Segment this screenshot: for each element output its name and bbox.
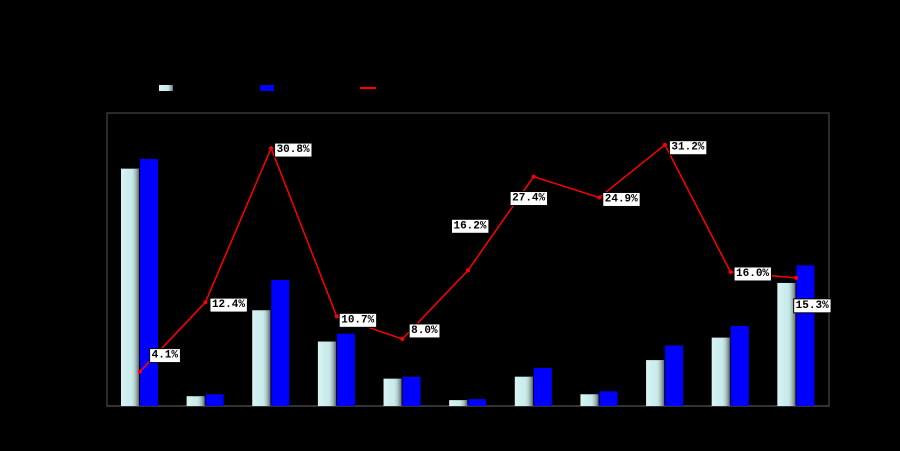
bar — [402, 376, 421, 406]
legend-swatch-shade — [159, 85, 173, 91]
data-label-box — [408, 323, 441, 339]
data-label: 24.9% — [605, 193, 638, 205]
data-label-box — [793, 298, 832, 314]
data-label-box — [668, 140, 708, 156]
data-label: 10.7% — [341, 314, 374, 326]
line-point — [203, 300, 208, 305]
bar — [665, 345, 684, 406]
bar-shade — [777, 282, 796, 406]
bar — [599, 391, 618, 406]
bar-shade — [317, 341, 336, 406]
line-point — [269, 146, 274, 151]
bar-shade — [252, 310, 271, 406]
legend-swatch — [260, 85, 274, 91]
bar-shade — [186, 396, 205, 406]
data-label-box — [149, 348, 181, 364]
line-point — [597, 195, 602, 200]
bar-shade — [121, 168, 139, 406]
plot-area — [106, 112, 830, 407]
line-point — [728, 270, 733, 275]
bar — [533, 367, 552, 406]
bar-shade — [383, 378, 402, 406]
data-label: 16.2% — [453, 220, 486, 232]
bar — [205, 394, 224, 406]
bar — [271, 280, 290, 406]
bar — [140, 158, 158, 406]
line-point — [531, 174, 536, 179]
data-label: 8.0% — [411, 325, 438, 337]
data-label: 31.2% — [671, 142, 704, 154]
data-label: 30.8% — [277, 144, 310, 156]
line-point — [334, 314, 339, 319]
data-label: 12.4% — [212, 299, 245, 311]
data-label-box — [338, 312, 378, 328]
data-label-box — [274, 142, 313, 158]
bar — [730, 325, 749, 406]
data-label-box — [209, 297, 248, 313]
data-label: 4.1% — [152, 350, 179, 362]
bar-shade — [711, 337, 730, 406]
data-label: 27.4% — [512, 193, 545, 205]
data-label: 15.3% — [796, 300, 829, 312]
bar-shade — [580, 394, 599, 406]
bar-shade — [514, 376, 533, 406]
line-point — [400, 337, 405, 342]
bar-shade — [449, 400, 468, 406]
data-label-box — [602, 191, 641, 207]
bar — [468, 399, 487, 406]
bar-shade — [646, 360, 665, 406]
data-label: 16.0% — [736, 268, 769, 280]
line-point — [794, 275, 799, 280]
bar — [796, 265, 815, 406]
bar — [336, 333, 355, 406]
data-label-box — [733, 266, 772, 282]
data-label-box — [509, 191, 549, 207]
line-point — [662, 142, 667, 147]
line-point — [137, 369, 142, 374]
data-label-box — [450, 218, 490, 234]
line-point — [466, 268, 470, 273]
